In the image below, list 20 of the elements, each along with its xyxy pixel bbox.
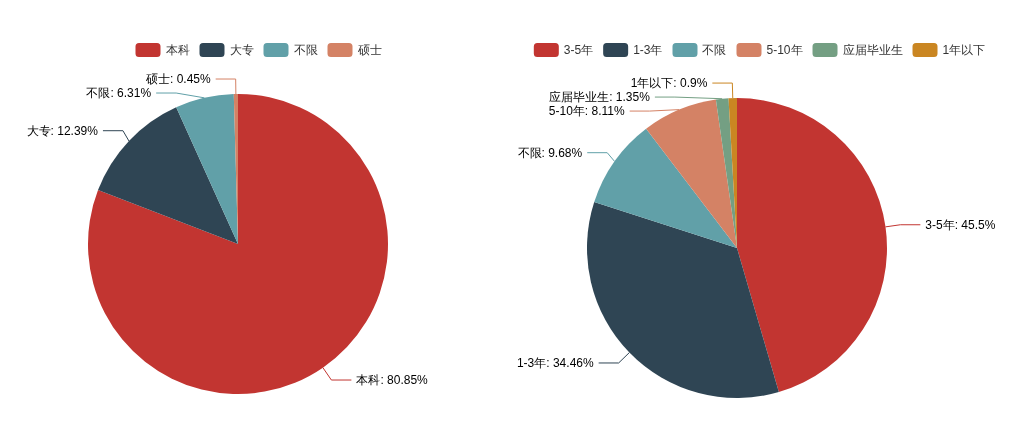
legend-label: 应届毕业生 — [842, 43, 903, 57]
legend-label: 3-5年 — [563, 43, 594, 57]
data-label: 硕士: 0.45% — [144, 72, 211, 87]
legend-label: 1年以下 — [942, 43, 986, 57]
data-label: 5-10年: 8.11% — [548, 104, 625, 119]
legend-label: 5-10年 — [766, 43, 803, 57]
data-label: 3-5年: 45.5% — [925, 217, 996, 232]
data-label: 大专: 12.39% — [26, 123, 99, 138]
legend-label: 本科 — [165, 43, 190, 57]
data-label: 1-3年: 34.46% — [516, 355, 594, 370]
data-label: 1年以下: 0.9% — [630, 76, 708, 91]
data-label: 不限: 6.31% — [86, 86, 152, 101]
legend-label: 1-3年 — [633, 43, 663, 57]
data-label: 应届毕业生: 1.35% — [549, 90, 651, 105]
legend-label: 大专 — [229, 43, 254, 57]
legend-label: 不限 — [293, 43, 318, 57]
data-label: 不限: 9.68% — [517, 145, 583, 160]
legend-label: 硕士 — [356, 43, 382, 57]
data-label: 本科: 80.85% — [356, 373, 429, 388]
legend-label: 不限 — [702, 43, 727, 57]
